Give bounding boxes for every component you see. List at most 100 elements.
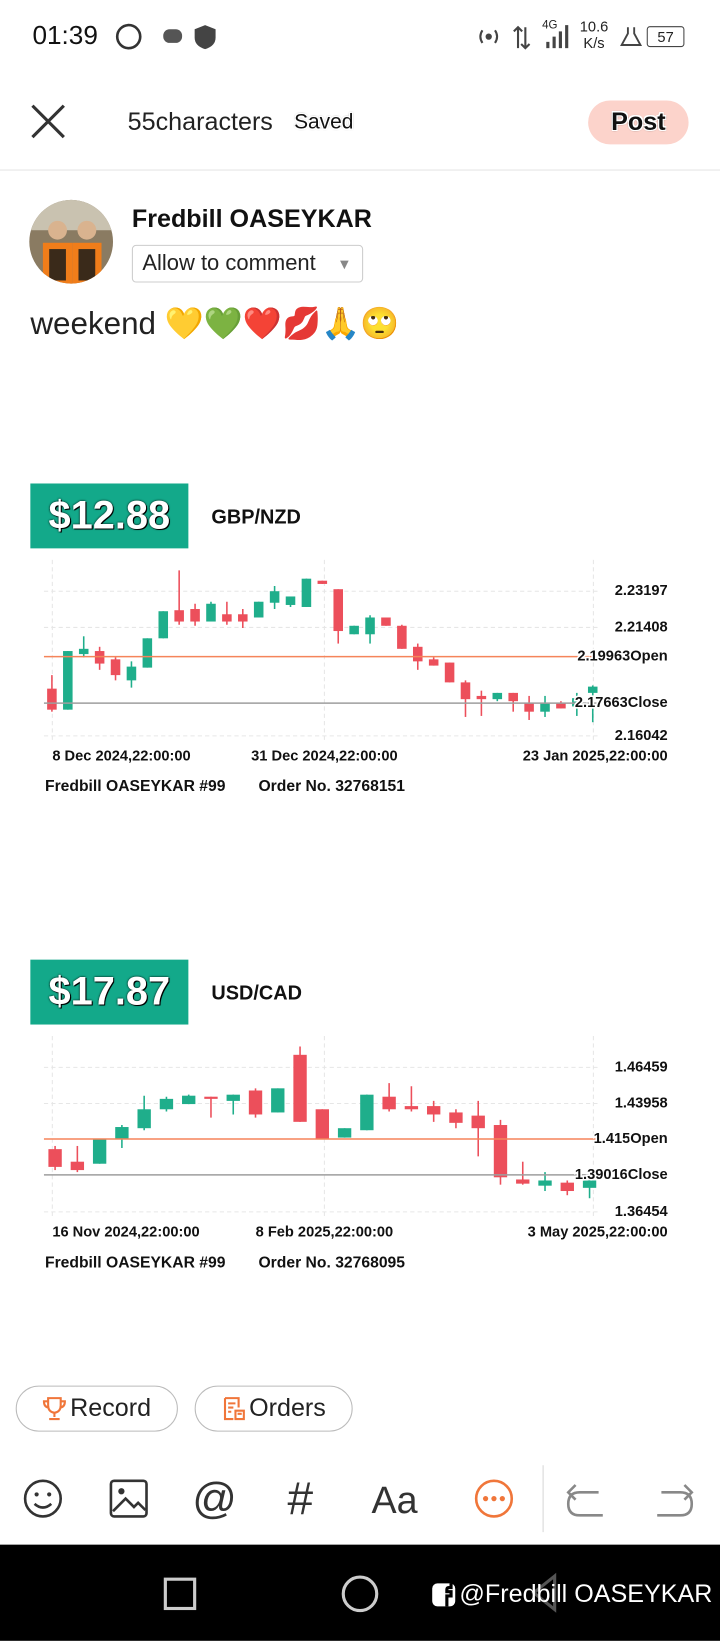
candle-body [226, 1094, 240, 1101]
y-tick-label: 1.46459 [615, 1059, 668, 1075]
candle-body [540, 703, 550, 712]
candlestick-chart: 1.46459 1.43958 1.36454 1.415Open 1.39016Clo… [43, 1036, 670, 1273]
close-button[interactable] [29, 103, 67, 141]
candle-body [248, 1090, 263, 1115]
chip-label: Record [70, 1393, 152, 1423]
candle-body [365, 617, 375, 635]
net-speed: 10.6 K/s [580, 18, 609, 51]
battery: 57 [646, 26, 685, 48]
candle-body [582, 1180, 597, 1188]
candle-body [460, 682, 471, 700]
candle-body [449, 1112, 463, 1123]
signal-icons [479, 25, 569, 50]
candle-body [271, 1088, 285, 1113]
saved-status: Saved [294, 110, 354, 134]
line-label: Close [628, 1167, 668, 1183]
candle-body [404, 1106, 419, 1110]
dropdown-arrow: ▼ [337, 255, 352, 273]
post-text: weekend 💛💚❤️💋🙏🙄 [30, 306, 400, 342]
candle-body [337, 1128, 352, 1138]
candle-body [78, 648, 89, 655]
candle-body [428, 659, 439, 666]
candle-body [587, 686, 598, 693]
chart-footer: Fredbill OASEYKAR #99 [45, 778, 226, 795]
hashtag-button[interactable]: # [288, 1472, 314, 1524]
character-count: 55characters [127, 107, 273, 137]
font-button[interactable]: Aa [372, 1479, 418, 1521]
nav-bar: @Fredbill OASEYKAR [0, 1544, 720, 1641]
candle-body [159, 1098, 174, 1110]
candle-body [333, 589, 344, 632]
back-button[interactable] [531, 1572, 557, 1613]
x-tick-label: 8 Dec 2024,22:00:00 [52, 749, 190, 765]
candle-body [190, 609, 200, 622]
candle-body [381, 617, 391, 626]
candle-body [92, 1138, 107, 1164]
y-tick-label: 2.16042 [615, 728, 668, 744]
candle-body [572, 698, 582, 707]
comment-dropdown[interactable]: Allow to comment ▼ [131, 244, 364, 283]
line-label: Close [628, 695, 668, 711]
watermark: @Fredbill OASEYKAR [459, 1580, 713, 1609]
candle-body [126, 666, 137, 681]
candle-body [492, 692, 503, 700]
open-line-label: 1.415Open [594, 1131, 668, 1147]
comment-setting: Allow to comment [142, 251, 316, 276]
candle-body [412, 646, 423, 662]
undo-button[interactable] [566, 1484, 603, 1517]
status-icons [115, 23, 216, 50]
redo-button[interactable] [657, 1484, 694, 1517]
candle-body [444, 662, 455, 683]
candle-body [115, 1127, 129, 1139]
avatar [29, 199, 114, 284]
more-button[interactable] [474, 1479, 514, 1518]
mention-button[interactable]: @ [192, 1474, 237, 1523]
network-type: 4G [542, 18, 558, 32]
flask-icon [620, 27, 643, 46]
record-chip[interactable]: Record [15, 1385, 178, 1432]
emoji-button[interactable] [23, 1479, 63, 1518]
candle-body [174, 610, 184, 622]
orders-chip[interactable]: Orders [194, 1385, 353, 1432]
candle-body [269, 591, 280, 603]
nav-icons [163, 1572, 557, 1613]
x-tick-label: 23 Jan 2025,22:00:00 [523, 749, 668, 765]
orders-icon [223, 1397, 245, 1421]
x-tick-label: 3 May 2025,22:00:00 [528, 1225, 668, 1241]
candle-body [222, 614, 232, 622]
candle-body [206, 603, 216, 622]
close-line-label: 1.39016Close [575, 1167, 668, 1183]
candle-body [508, 692, 518, 702]
line-value: 2.19963 [577, 649, 630, 665]
candle-body [110, 659, 121, 676]
facebook-icon [432, 1583, 456, 1607]
candle-body [182, 1095, 196, 1105]
candle-body [556, 703, 566, 709]
toolbar: @ # Aa [23, 1465, 694, 1533]
open-line-label: 2.19963Open [577, 649, 667, 665]
author-name: Fredbill OASEYKAR [131, 205, 372, 234]
y-tick-label: 2.23197 [615, 583, 668, 599]
candle-body [426, 1106, 441, 1115]
candle-body [516, 1179, 530, 1184]
candle-body [137, 1109, 151, 1129]
y-tick-label: 1.43958 [615, 1095, 668, 1111]
line-label: Open [630, 649, 667, 665]
candle-body [524, 703, 534, 712]
candle-body [360, 1094, 374, 1131]
price-tag: $17.87 [30, 959, 189, 1025]
candle-body [382, 1096, 396, 1110]
line-value: 1.415 [594, 1131, 631, 1147]
chart-footer: Order No. 32768151 [258, 778, 405, 795]
image-button[interactable] [109, 1479, 148, 1518]
post-button[interactable]: Post [588, 100, 689, 145]
candle-body [285, 596, 296, 605]
candle-body [293, 1054, 307, 1122]
candle-body [47, 688, 57, 710]
x-tick-label: 16 Nov 2024,22:00:00 [52, 1225, 199, 1241]
recents-button[interactable] [163, 1577, 197, 1611]
home-button[interactable] [341, 1575, 379, 1613]
candle-body [253, 601, 264, 618]
x-tick-label: 8 Feb 2025,22:00:00 [256, 1225, 394, 1241]
